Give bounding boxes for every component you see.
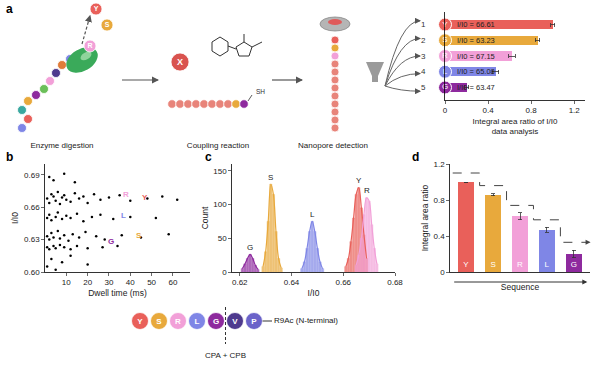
svg-text:Nanopore detection: Nanopore detection [298,141,368,150]
svg-text:Y: Y [463,260,469,269]
svg-text:Coupling reaction: Coupling reaction [187,141,249,150]
svg-text:1.2: 1.2 [569,106,581,115]
svg-text:Count: Count [200,206,210,229]
svg-text:I/I0 = 66.61: I/I0 = 66.61 [457,20,495,29]
svg-text:I/I0: I/I0 [308,288,320,298]
svg-text:Integral area ratio of I/I0dat: Integral area ratio of I/I0data analysis [473,117,558,136]
svg-text:S: S [105,21,110,28]
svg-text:0.66: 0.66 [335,278,351,287]
svg-text:150: 150 [213,167,227,176]
svg-text:0.64: 0.64 [284,278,300,287]
svg-text:Sequence: Sequence [501,282,540,292]
svg-text:Y: Y [356,176,362,185]
svg-text:G: G [213,317,219,326]
svg-text:G: G [247,243,253,252]
svg-text:60: 60 [168,278,177,287]
svg-text:0.68: 0.68 [387,278,403,287]
svg-text:I/I0 = 63.47: I/I0 = 63.47 [457,83,495,92]
svg-text:V: V [232,317,238,326]
svg-text:0.62: 0.62 [232,278,248,287]
svg-text:b: b [6,150,13,164]
svg-text:L: L [195,317,200,326]
svg-text:R: R [442,51,448,60]
svg-text:Integral area ratio: Integral area ratio [420,184,430,251]
svg-text:0.69: 0.69 [24,171,40,180]
svg-text:L: L [443,67,448,76]
svg-text:a: a [6,2,13,16]
svg-text:3: 3 [421,52,426,61]
svg-text:R9Ac (N-terminal): R9Ac (N-terminal) [274,316,338,325]
svg-text:Enzyme digestion: Enzyme digestion [30,141,93,150]
svg-text:CPA + CPB: CPA + CPB [205,351,246,360]
svg-text:L: L [544,260,549,269]
svg-text:d: d [412,150,419,164]
svg-text:I/I0 = 65.08: I/I0 = 65.08 [457,67,495,76]
svg-text:S: S [490,260,495,269]
svg-text:Y: Y [142,193,148,202]
svg-text:50: 50 [218,234,227,243]
svg-text:I/I0 = 67.15: I/I0 = 67.15 [457,52,495,61]
svg-text:I/I0 = 63.23: I/I0 = 63.23 [457,36,495,45]
svg-text:G: G [571,260,577,269]
svg-text:R: R [123,190,129,199]
svg-text:1.2: 1.2 [433,160,445,169]
svg-text:L: L [121,211,126,220]
svg-text:Y: Y [94,5,99,12]
svg-text:R: R [175,317,181,326]
svg-text:0.66: 0.66 [24,203,40,212]
svg-text:0: 0 [440,268,445,277]
svg-text:40: 40 [126,278,135,287]
svg-text:R: R [364,186,370,195]
svg-text:0.8: 0.8 [526,106,538,115]
svg-text:SH: SH [256,88,265,95]
svg-text:L: L [310,210,315,219]
svg-text:5: 5 [421,83,426,92]
svg-text:Dwell time (ms): Dwell time (ms) [88,288,147,298]
svg-text:I/I0: I/I0 [10,212,20,224]
svg-text:S: S [156,317,162,326]
svg-text:0.4: 0.4 [483,106,495,115]
svg-text:0.60: 0.60 [24,268,40,277]
svg-text:S: S [136,231,142,240]
svg-text:2: 2 [421,36,426,45]
svg-text:4: 4 [421,67,426,76]
svg-text:20: 20 [83,278,92,287]
svg-text:R: R [87,42,92,49]
svg-text:G: G [108,237,114,246]
svg-text:0.8: 0.8 [433,196,445,205]
svg-text:0.63: 0.63 [24,235,40,244]
svg-text:0: 0 [222,268,227,277]
svg-text:0: 0 [443,106,448,115]
svg-text:30: 30 [105,278,114,287]
svg-text:c: c [205,150,212,164]
svg-text:100: 100 [213,200,227,209]
svg-text:50: 50 [147,278,156,287]
svg-text:Y: Y [442,20,448,29]
svg-text:G: G [442,82,448,91]
svg-text:10: 10 [62,278,71,287]
svg-text:P: P [251,317,257,326]
svg-text:0.4: 0.4 [433,232,445,241]
svg-text:1: 1 [421,20,426,29]
svg-text:S: S [268,173,273,182]
svg-text:Y: Y [137,317,143,326]
svg-text:R: R [517,260,523,269]
svg-text:X: X [177,57,183,67]
svg-text:S: S [442,35,447,44]
